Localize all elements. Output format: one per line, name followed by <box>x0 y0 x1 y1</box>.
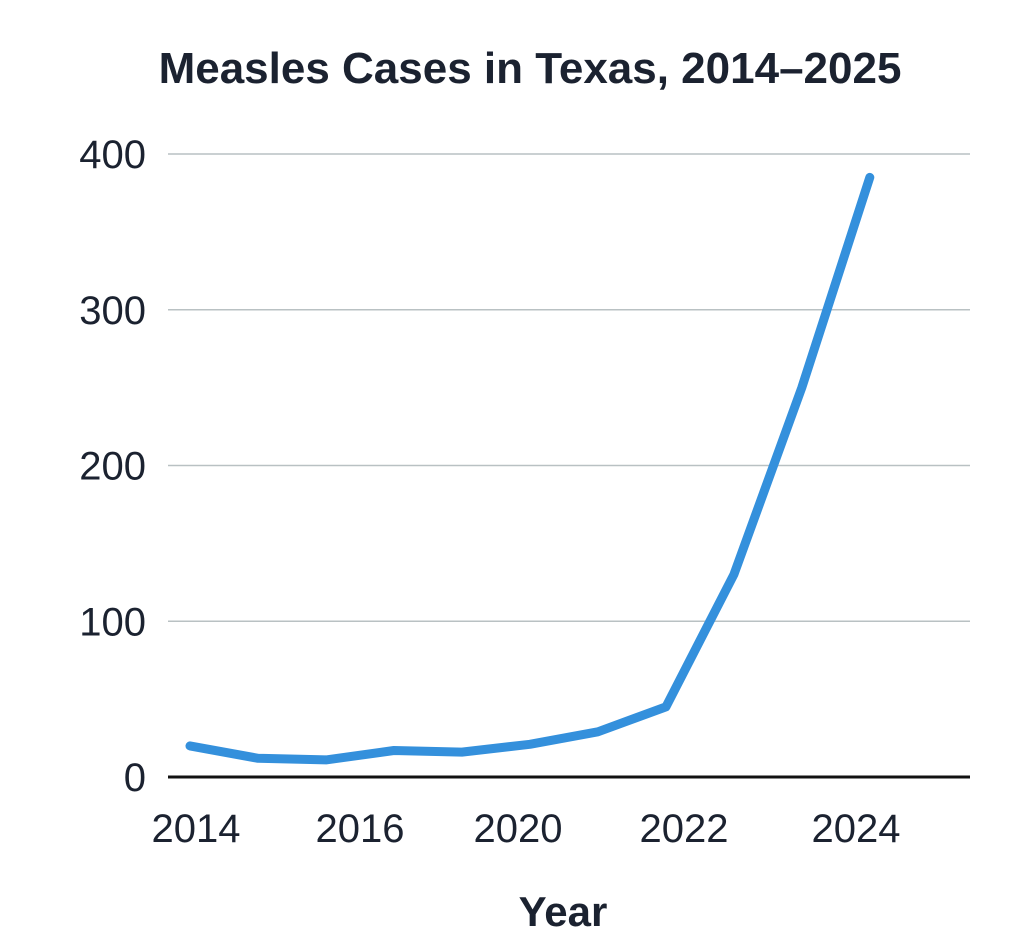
y-tick-label-200: 200 <box>79 445 146 489</box>
chart-title: Measles Cases in Texas, 2014–2025 <box>159 44 902 93</box>
x-axis-tick-labels: 2014 2016 2020 2022 2024 <box>152 807 901 851</box>
x-tick-label-2020: 2020 <box>474 807 563 851</box>
gridlines <box>168 153 970 623</box>
x-tick-label-2022: 2022 <box>640 807 729 851</box>
y-tick-label-300: 300 <box>79 289 146 333</box>
series-line-0 <box>185 172 875 765</box>
y-axis-tick-labels: 0 100 200 300 400 <box>79 133 146 800</box>
x-tick-label-2014: 2014 <box>152 807 241 851</box>
series-lines <box>185 172 875 765</box>
y-tick-label-400: 400 <box>79 133 146 177</box>
x-axis-title: Year <box>519 888 608 935</box>
y-tick-label-100: 100 <box>79 600 146 644</box>
x-tick-label-2024: 2024 <box>812 807 901 851</box>
x-tick-label-2016: 2016 <box>316 807 405 851</box>
y-tick-label-0: 0 <box>124 756 146 800</box>
